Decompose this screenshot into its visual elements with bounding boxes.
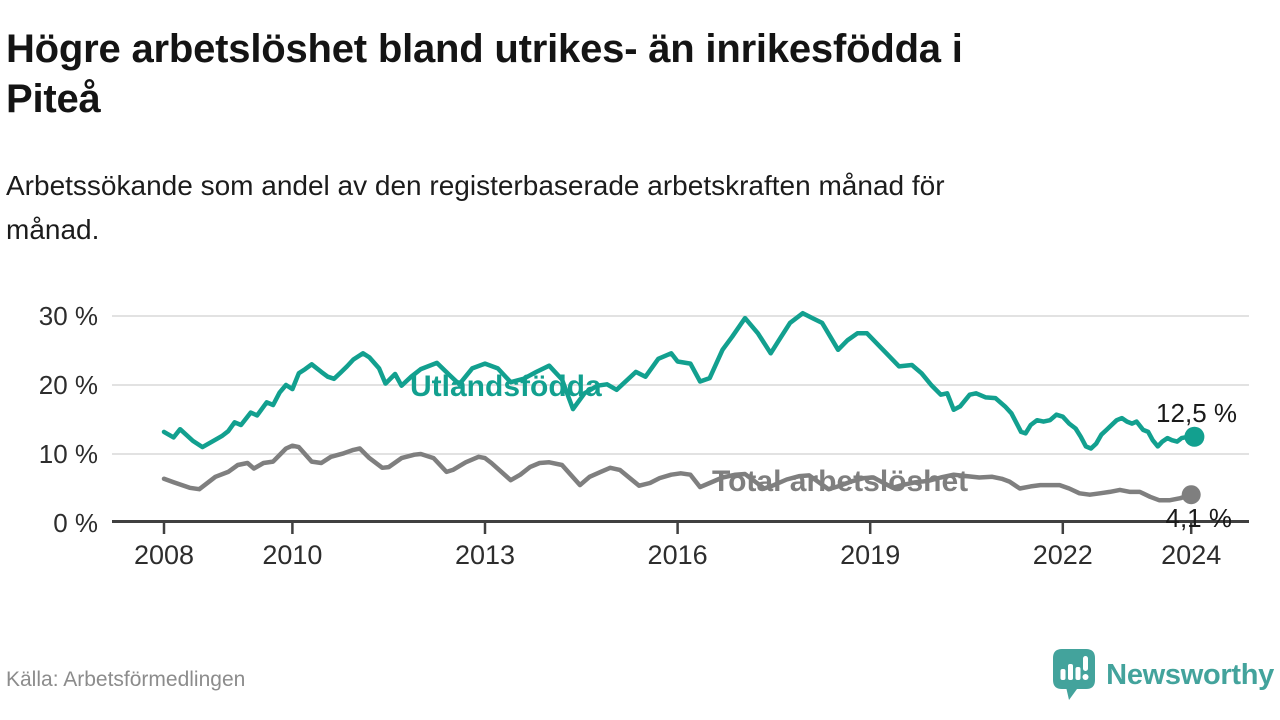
- page-title: Högre arbetslöshet bland utrikes- än inr…: [6, 27, 963, 121]
- series-end-dot-utlandsfodda: [1184, 426, 1205, 447]
- brand-name: Newsworthy: [1106, 658, 1274, 691]
- end-value-label-total: 4,1 %: [1166, 503, 1233, 533]
- y-tick-label: 10 %: [39, 439, 98, 469]
- chart-subtitle: Arbetssökande som andel av den registerb…: [6, 170, 945, 245]
- gridlines: [112, 315, 1249, 455]
- x-axis: [112, 520, 1249, 534]
- series-label-utlandsfodda: Utlandsfödda: [410, 370, 602, 403]
- x-axis-labels: 2008 2010 2013 2016 2019 2022 2024: [134, 540, 1221, 570]
- y-tick-label: 0 %: [53, 508, 98, 538]
- x-tick-label: 2024: [1161, 540, 1221, 570]
- x-tick-label: 2022: [1033, 540, 1093, 570]
- x-tick-label: 2019: [840, 540, 900, 570]
- newsworthy-icon: [1053, 649, 1096, 700]
- series-end-dot-total: [1181, 485, 1201, 505]
- y-tick-label: 30 %: [39, 301, 98, 331]
- x-tick-label: 2013: [455, 540, 515, 570]
- y-tick-label: 20 %: [39, 370, 98, 400]
- x-tick-label: 2008: [134, 540, 194, 570]
- y-axis-labels: 0 % 10 % 20 % 30 %: [39, 301, 98, 538]
- series-label-total-arbetsloshet: Total arbetslöshet: [712, 465, 968, 498]
- series-line-utlandsfodda: [161, 310, 1197, 451]
- series-lines: [161, 310, 1205, 505]
- end-value-label-utlandsfodda: 12,5 %: [1156, 398, 1237, 428]
- series-line-total: [161, 443, 1194, 503]
- source-note: Källa: Arbetsförmedlingen: [6, 668, 246, 691]
- x-tick-label: 2016: [648, 540, 708, 570]
- brand-logo: Newsworthy: [1052, 648, 1274, 702]
- x-tick-label: 2010: [262, 540, 322, 570]
